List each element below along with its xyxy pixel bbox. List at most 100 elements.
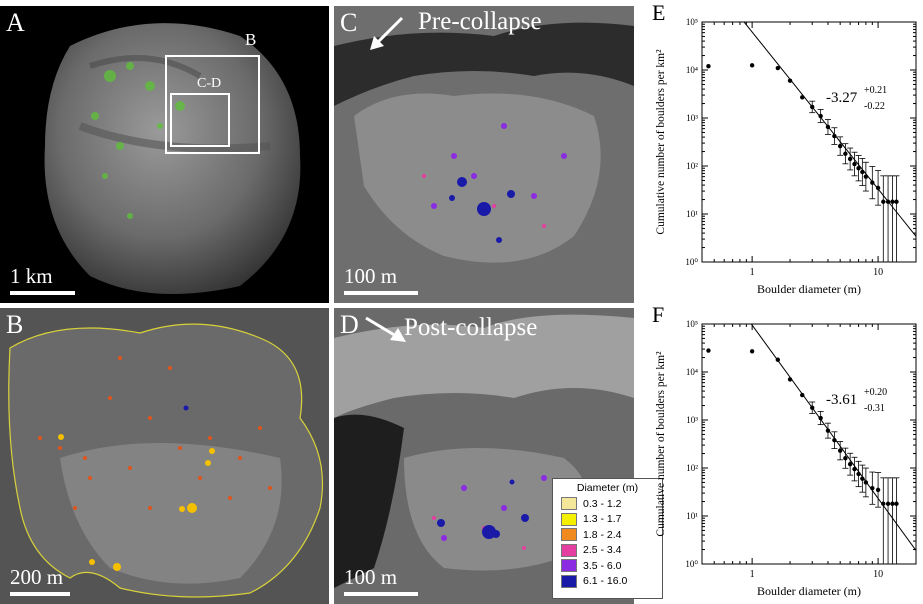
data-point bbox=[706, 63, 711, 69]
scale-bar-b: 200 m bbox=[10, 565, 70, 596]
y-tick-label: 10¹ bbox=[686, 209, 698, 219]
x-tick-label: 10 bbox=[873, 569, 883, 580]
panel-f: F 10⁰ 10¹ 10² 10³ 10⁴ 10⁵ 1 10 Boulder diameter (… bbox=[640, 302, 923, 604]
y-tick-label: 10⁵ bbox=[686, 319, 698, 329]
legend-item: 0.3 - 1.2 bbox=[553, 496, 662, 512]
legend-swatch bbox=[561, 512, 577, 526]
scale-bar-a: 1 km bbox=[10, 264, 75, 295]
scale-bar-d: 100 m bbox=[344, 565, 418, 596]
box-cd-label: C-D bbox=[197, 76, 222, 91]
post-collapse-title: Post-collapse bbox=[404, 314, 538, 341]
legend-label: 0.3 - 1.2 bbox=[583, 497, 622, 510]
data-point bbox=[837, 448, 843, 453]
chart-e: E 10⁰ 10¹ 10² 10³ 10⁴ 10⁵ 1 10 Boulder diameter (… bbox=[652, 0, 917, 296]
legend-item: 3.5 - 6.0 bbox=[553, 558, 662, 574]
fit-label: -3.61 bbox=[826, 392, 857, 408]
legend-item: 6.1 - 16.0 bbox=[553, 574, 662, 590]
data-point bbox=[787, 78, 793, 83]
data-point bbox=[860, 476, 865, 481]
y-tick-label: 10² bbox=[686, 463, 698, 473]
data-point bbox=[890, 199, 895, 204]
data-point bbox=[825, 124, 831, 130]
data-point bbox=[749, 349, 755, 354]
y-tick-label: 10¹ bbox=[686, 511, 698, 521]
data-point bbox=[881, 501, 886, 506]
data-point bbox=[810, 405, 815, 410]
legend-swatch bbox=[561, 528, 577, 542]
arrow-icon bbox=[370, 16, 404, 50]
data-point bbox=[856, 471, 861, 477]
data-point bbox=[885, 199, 891, 204]
legend-label: 2.5 - 3.4 bbox=[583, 544, 622, 557]
legend-swatch bbox=[561, 543, 577, 557]
pre-collapse-title: Pre-collapse bbox=[418, 8, 542, 35]
data-point bbox=[875, 487, 881, 493]
data-point bbox=[894, 501, 899, 506]
data-point bbox=[847, 461, 853, 467]
legend-label: 1.8 - 2.4 bbox=[583, 528, 622, 541]
fit-line bbox=[743, 22, 916, 237]
x-axis-label: Boulder diameter (m) bbox=[757, 282, 861, 296]
data-point bbox=[847, 156, 853, 162]
data-point bbox=[856, 165, 861, 171]
data-point bbox=[894, 199, 899, 204]
data-point bbox=[825, 428, 831, 433]
data-point bbox=[810, 104, 815, 110]
data-point bbox=[775, 357, 781, 362]
data-point bbox=[800, 95, 805, 100]
data-point bbox=[881, 199, 886, 204]
y-tick-label: 10³ bbox=[686, 113, 698, 123]
legend-item: 1.8 - 2.4 bbox=[553, 527, 662, 543]
fit-label: -3.27 bbox=[826, 90, 858, 106]
data-point bbox=[818, 113, 823, 119]
y-tick-label: 10⁰ bbox=[685, 559, 698, 569]
data-point bbox=[832, 133, 837, 139]
arrow-icon bbox=[365, 316, 406, 342]
data-point bbox=[875, 185, 881, 191]
x-tick-label: 1 bbox=[750, 267, 755, 278]
legend-label: 6.1 - 16.0 bbox=[583, 575, 628, 588]
x-tick-label: 10 bbox=[873, 267, 883, 278]
data-point bbox=[843, 456, 848, 461]
legend-label: 3.5 - 6.0 bbox=[583, 559, 622, 572]
data-point bbox=[843, 151, 848, 156]
data-point bbox=[832, 437, 837, 443]
x-axis-label: Boulder diameter (m) bbox=[757, 584, 861, 598]
data-point bbox=[863, 480, 869, 485]
data-points bbox=[706, 348, 900, 564]
data-point bbox=[870, 180, 875, 185]
data-point bbox=[852, 466, 857, 472]
data-point bbox=[890, 501, 895, 506]
data-point bbox=[787, 377, 793, 382]
pre-collapse-image bbox=[334, 6, 634, 303]
region-b-image bbox=[0, 308, 329, 604]
box-b-label: B bbox=[245, 30, 257, 49]
panel-letter-a: A bbox=[6, 8, 25, 37]
fit-label-sub: -0.22 bbox=[864, 101, 885, 112]
region-cd-box bbox=[170, 93, 230, 147]
data-point bbox=[863, 174, 869, 179]
panel-b: B 200 m bbox=[0, 308, 329, 604]
data-point bbox=[860, 169, 865, 175]
x-tick-label: 1 bbox=[750, 569, 755, 580]
y-tick-label: 10⁴ bbox=[686, 367, 698, 377]
data-point bbox=[775, 65, 781, 71]
y-tick-label: 10⁴ bbox=[686, 65, 698, 75]
data-point bbox=[706, 348, 711, 353]
data-point bbox=[885, 501, 891, 506]
plot-frame bbox=[701, 323, 917, 565]
panel-letter: E bbox=[652, 0, 665, 25]
data-point bbox=[837, 143, 843, 149]
panel-a: A B C-D 1 km bbox=[0, 6, 329, 303]
fit-line bbox=[750, 324, 916, 551]
y-tick-label: 10² bbox=[686, 161, 698, 171]
y-tick-label: 10⁵ bbox=[686, 17, 698, 27]
panel-e: E 10⁰ 10¹ 10² 10³ 10⁴ 10⁵ 1 10 Boulder diameter (… bbox=[640, 0, 923, 302]
legend-swatch bbox=[561, 497, 577, 511]
chart-f: F 10⁰ 10¹ 10² 10³ 10⁴ 10⁵ 1 10 Boulder diameter (… bbox=[652, 302, 917, 598]
scale-bar-c: 100 m bbox=[344, 264, 418, 295]
y-tick-label: 10³ bbox=[686, 415, 698, 425]
y-axis-label: Cumulative number of boulders per km² bbox=[655, 351, 667, 537]
legend-label: 1.3 - 1.7 bbox=[583, 513, 622, 526]
fit-label-sup: +0.21 bbox=[864, 85, 887, 96]
